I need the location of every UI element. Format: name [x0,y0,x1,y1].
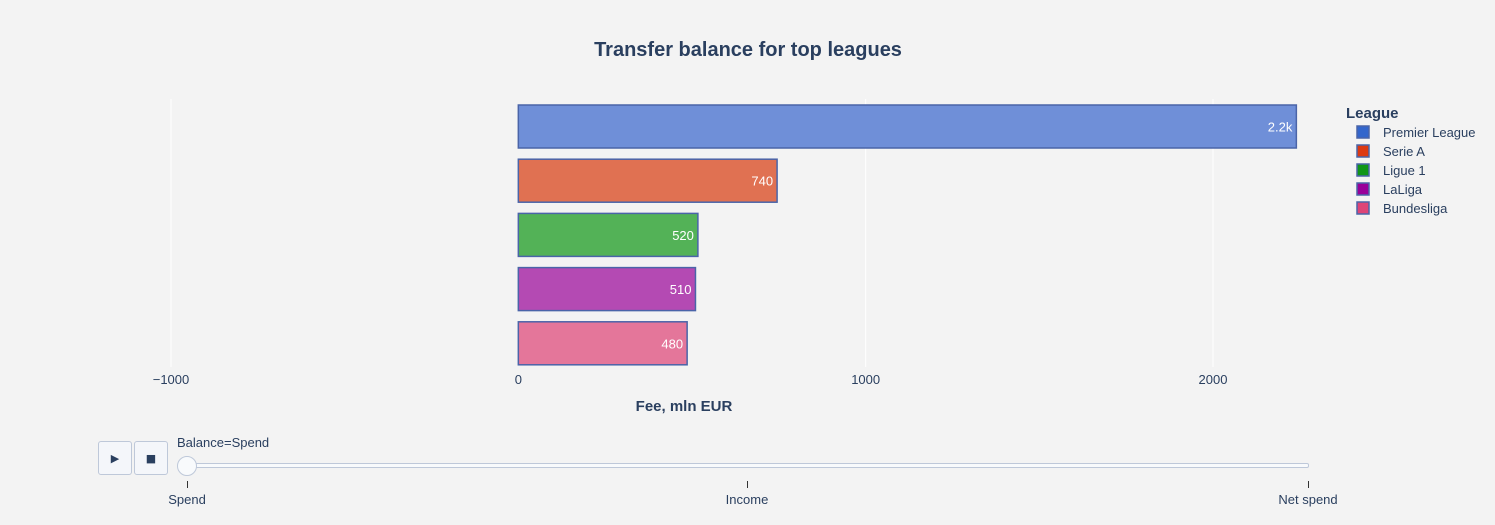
bar-value-label: 480 [661,336,683,351]
x-axis-ticks: −1000 0 1000 2000 [153,372,1228,387]
slider-step-tick [1308,481,1309,488]
x-axis-label: Fee, mln EUR [636,398,733,415]
bar [517,158,778,203]
legend-swatch[interactable] [1356,144,1370,158]
legend-title: League [1346,105,1399,122]
x-tick-label: 0 [515,372,522,387]
slider-current-value: Balance=Spend [177,435,270,450]
slider-step-label[interactable]: Net spend [1278,492,1338,507]
play-button[interactable]: ▶ [98,441,132,475]
bar [517,321,688,366]
bar [517,266,697,312]
legend-swatch[interactable] [1356,163,1370,177]
legend-item-label[interactable]: Ligue 1 [1383,163,1426,178]
bar-value-label: 520 [672,228,694,243]
bar [517,104,1298,149]
bars: 2.2k 740 520 510 480 [517,104,1298,366]
x-tick-label: 1000 [851,372,880,387]
legend-item-label[interactable]: Premier League [1383,125,1476,140]
legend-item-label[interactable]: Bundesliga [1383,201,1448,216]
x-tick-label: 2000 [1199,372,1228,387]
slider-track[interactable] [181,463,1309,468]
stop-icon: ■ [145,451,157,465]
slider-handle[interactable] [177,456,197,476]
x-tick-label: −1000 [153,372,190,387]
chart-title: Transfer balance for top leagues [594,39,902,61]
bar-value-label: 510 [670,282,692,297]
bar-value-label: 2.2k [1268,120,1293,135]
stop-button[interactable]: ■ [134,441,168,475]
slider-step-tick [747,481,748,488]
slider-step-label[interactable]: Spend [168,492,206,507]
slider-step-tick [187,481,188,488]
legend-item-label[interactable]: LaLiga [1383,182,1423,197]
play-icon: ▶ [110,451,120,465]
legend-swatch[interactable] [1356,201,1370,215]
legend-item-label[interactable]: Serie A [1383,144,1425,159]
legend-swatch[interactable] [1356,182,1370,196]
legend-swatch[interactable] [1356,125,1370,139]
bar [517,212,699,258]
slider-step-label[interactable]: Income [725,492,769,507]
bar-value-label: 740 [751,174,773,189]
legend: League Premier League Serie A Ligue 1 LaLig… [1346,105,1476,216]
